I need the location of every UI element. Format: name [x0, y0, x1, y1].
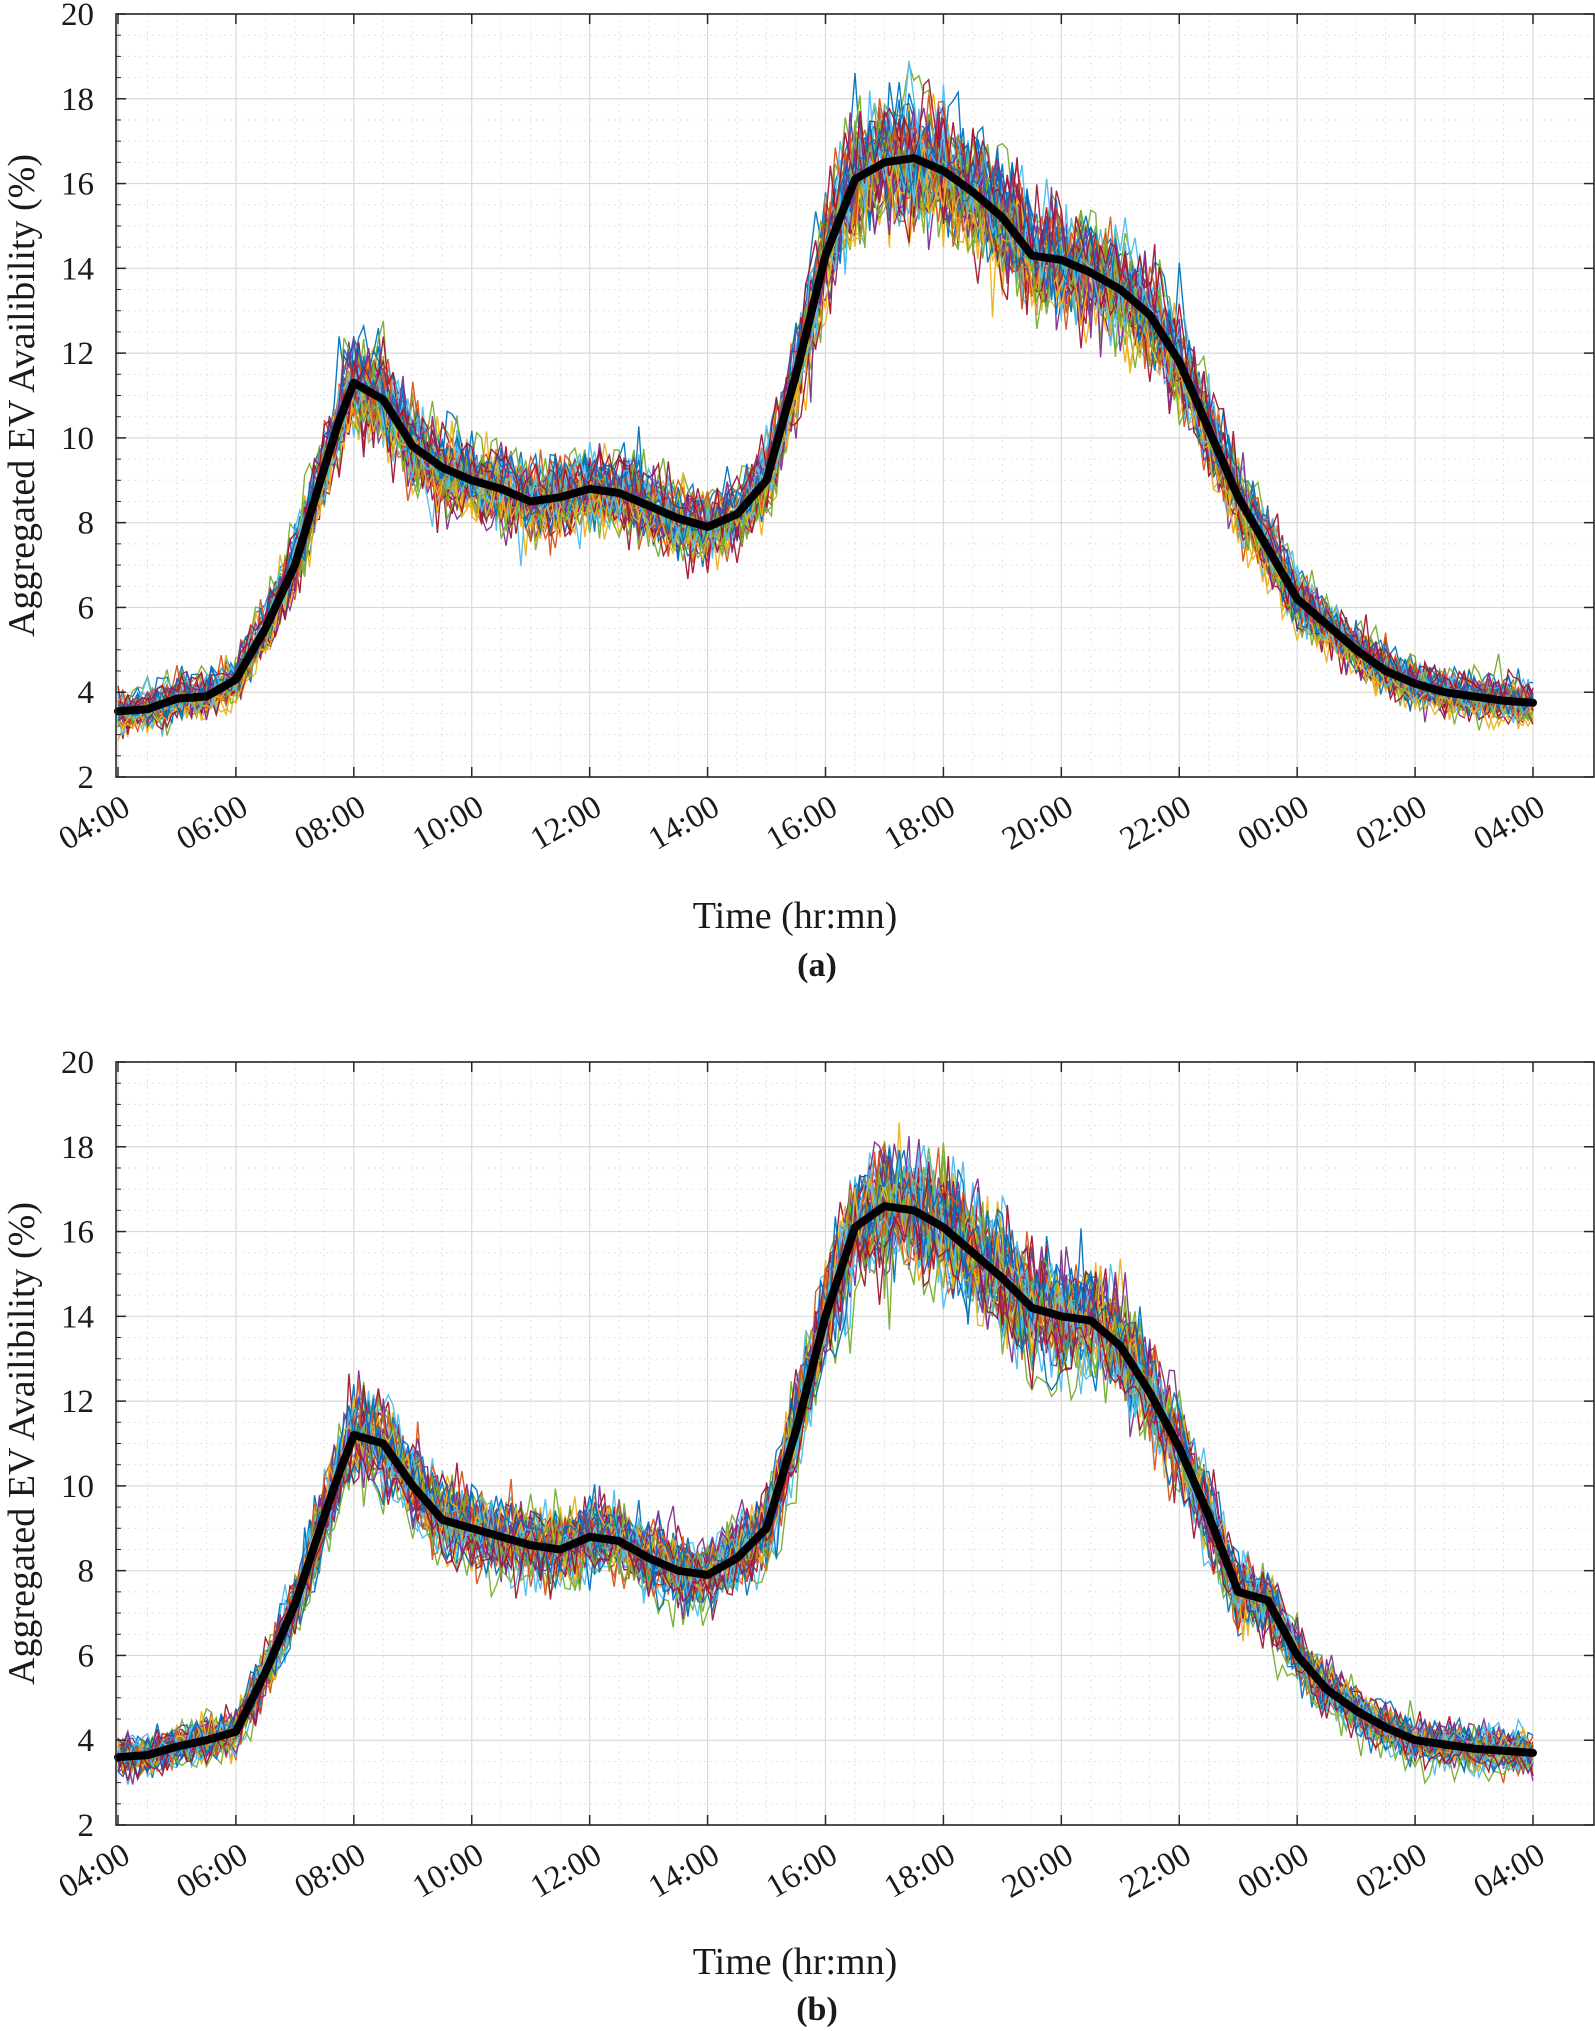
- mean-series-line: [114, 1202, 1537, 1762]
- panel-label: (a): [797, 947, 837, 984]
- y-tick-label: 2: [78, 760, 95, 796]
- y-tick-label: 12: [61, 336, 94, 372]
- y-tick-label: 16: [61, 167, 94, 203]
- chart-panel-b: 04:00 06:00 08:00 10:00 12:00 14:00 16:00 18:00…: [1, 1045, 1595, 2028]
- y-tick-label: 6: [78, 1638, 95, 1674]
- y-tick-label: 20: [61, 0, 94, 33]
- y-tick-label: 18: [61, 82, 94, 118]
- y-tick-label: 14: [61, 251, 94, 287]
- y-tick-label: 10: [61, 421, 94, 457]
- y-tick-label: 14: [61, 1299, 94, 1335]
- mean-series-line: [114, 154, 1537, 716]
- y-tick-label: 4: [78, 675, 95, 711]
- x-axis-label: Time (hr:mn): [693, 1941, 897, 1983]
- y-tick-label: 2: [78, 1808, 95, 1844]
- y-tick-label: 6: [78, 590, 95, 626]
- y-axis-label: Aggregated EV Availibility (%): [1, 1202, 43, 1685]
- y-tick-label: 8: [78, 506, 95, 542]
- y-tick-label: 20: [61, 1045, 94, 1081]
- x-axis-label: Time (hr:mn): [693, 895, 897, 937]
- y-tick-label: 10: [61, 1469, 94, 1505]
- y-tick-label: 12: [61, 1384, 94, 1420]
- y-tick-label: 8: [78, 1554, 95, 1590]
- panel-label: (b): [796, 1991, 838, 2028]
- y-axis-label: Aggregated EV Availibility (%): [1, 154, 43, 637]
- y-tick-label: 16: [61, 1215, 94, 1251]
- y-tick-label: 4: [78, 1723, 95, 1759]
- y-tick-label: 18: [61, 1130, 94, 1166]
